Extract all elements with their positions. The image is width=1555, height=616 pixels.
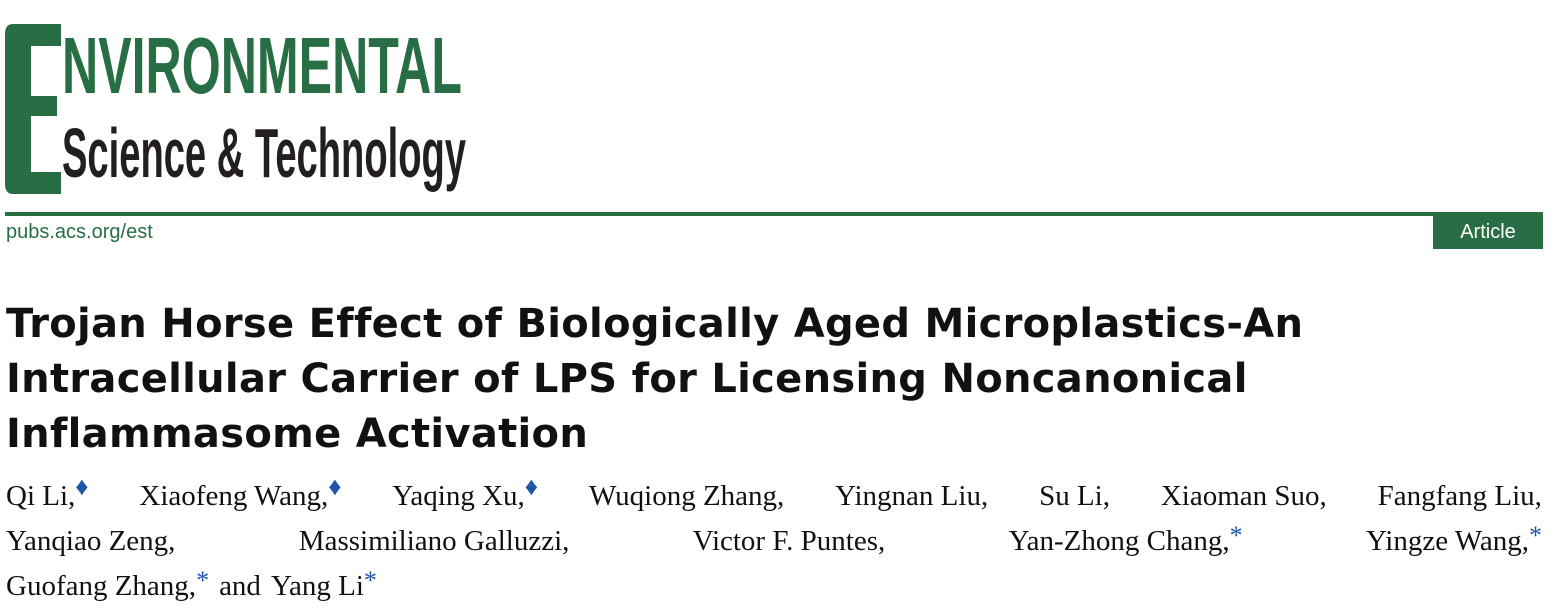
- author-name[interactable]: Su Li,: [1039, 474, 1110, 519]
- author-name-text: Su Li,: [1039, 480, 1110, 512]
- logo-science-technology: Science & Technology: [62, 114, 466, 192]
- author-name[interactable]: Yingnan Liu,: [835, 474, 988, 519]
- author-name[interactable]: Wuqiong Zhang,: [589, 474, 784, 519]
- author-name-text: Yanqiao Zeng,: [6, 525, 176, 557]
- author-conjunction: and: [219, 564, 261, 609]
- author-name[interactable]: Massimiliano Galluzzi,: [299, 519, 570, 564]
- author-name[interactable]: Yanqiao Zeng,: [6, 519, 175, 564]
- author-name-text: Xiaoman Suo,: [1160, 480, 1327, 512]
- author-name-text: Yaqing Xu,: [392, 480, 525, 512]
- author-name[interactable]: Yan-Zhong Chang,*: [1009, 519, 1243, 564]
- logo-e-shape: [5, 24, 61, 194]
- equal-contribution-diamond-icon[interactable]: ♦: [75, 472, 89, 501]
- journal-url[interactable]: pubs.acs.org/est: [6, 221, 153, 243]
- equal-contribution-diamond-icon[interactable]: ♦: [524, 472, 539, 501]
- corresponding-author-asterisk-icon[interactable]: *: [363, 566, 377, 595]
- author-name[interactable]: Xiaoman Suo,: [1161, 474, 1327, 519]
- journal-logo-bottom: Science & Technology: [62, 114, 466, 192]
- author-name[interactable]: Fangfang Liu,: [1378, 474, 1542, 519]
- author-line: Yanqiao Zeng, Massimiliano Galluzzi, Victo…: [6, 519, 1542, 564]
- author-name[interactable]: Xiaofeng Wang,♦: [139, 472, 342, 519]
- author-line: Guofang Zhang,* and Yang Li*: [6, 564, 1542, 609]
- author-name-text: Wuqiong Zhang,: [588, 480, 785, 512]
- author-name-text: Yang Li: [270, 570, 364, 602]
- author-name[interactable]: Guofang Zhang,*: [6, 564, 209, 609]
- corresponding-author-asterisk-icon[interactable]: *: [196, 566, 210, 595]
- corresponding-author-asterisk-icon[interactable]: *: [1229, 521, 1243, 550]
- author-name-text: Massimiliano Galluzzi,: [298, 525, 570, 557]
- author-name-text: Victor F. Puntes,: [692, 525, 886, 557]
- logo-e-mark: [5, 24, 61, 194]
- author-name-text: Guofang Zhang,: [6, 570, 197, 602]
- equal-contribution-diamond-icon[interactable]: ♦: [328, 472, 342, 501]
- author-name[interactable]: Yingze Wang,*: [1366, 519, 1542, 564]
- article-title: Trojan Horse Effect of Biologically Aged…: [6, 297, 1506, 462]
- title-line: Trojan Horse Effect of Biologically Aged…: [6, 301, 1304, 347]
- author-name[interactable]: Yaqing Xu,♦: [392, 472, 539, 519]
- header-rule: [5, 212, 1543, 216]
- author-name[interactable]: Yang Li*: [271, 564, 377, 609]
- article-type-badge: Article: [1433, 216, 1543, 249]
- author-line: Qi Li,♦ Xiaofeng Wang,♦ Yaqing Xu,♦ Wuqiong…: [6, 472, 1542, 519]
- author-name-text: Yingze Wang,: [1365, 525, 1529, 557]
- author-name[interactable]: Victor F. Puntes,: [693, 519, 886, 564]
- author-name-text: Yan-Zhong Chang,: [1008, 525, 1230, 557]
- author-name-text: Yingnan Liu,: [835, 480, 989, 512]
- corresponding-author-asterisk-icon[interactable]: *: [1528, 521, 1542, 550]
- journal-logo-top: NVIRONMENTAL: [62, 21, 462, 110]
- logo-environmental: NVIRONMENTAL: [62, 21, 462, 110]
- author-list: Qi Li,♦ Xiaofeng Wang,♦ Yaqing Xu,♦ Wuqiong…: [6, 472, 1542, 609]
- author-name-text: Qi Li,: [6, 480, 76, 512]
- author-name-text: Fangfang Liu,: [1377, 480, 1542, 512]
- title-line: Inflammasome Activation: [6, 411, 589, 457]
- title-line: Intracellular Carrier of LPS for Licensi…: [6, 356, 1248, 402]
- author-name[interactable]: Qi Li,♦: [6, 472, 89, 519]
- author-name-text: Xiaofeng Wang,: [139, 480, 329, 512]
- author-name-text: and: [219, 570, 261, 602]
